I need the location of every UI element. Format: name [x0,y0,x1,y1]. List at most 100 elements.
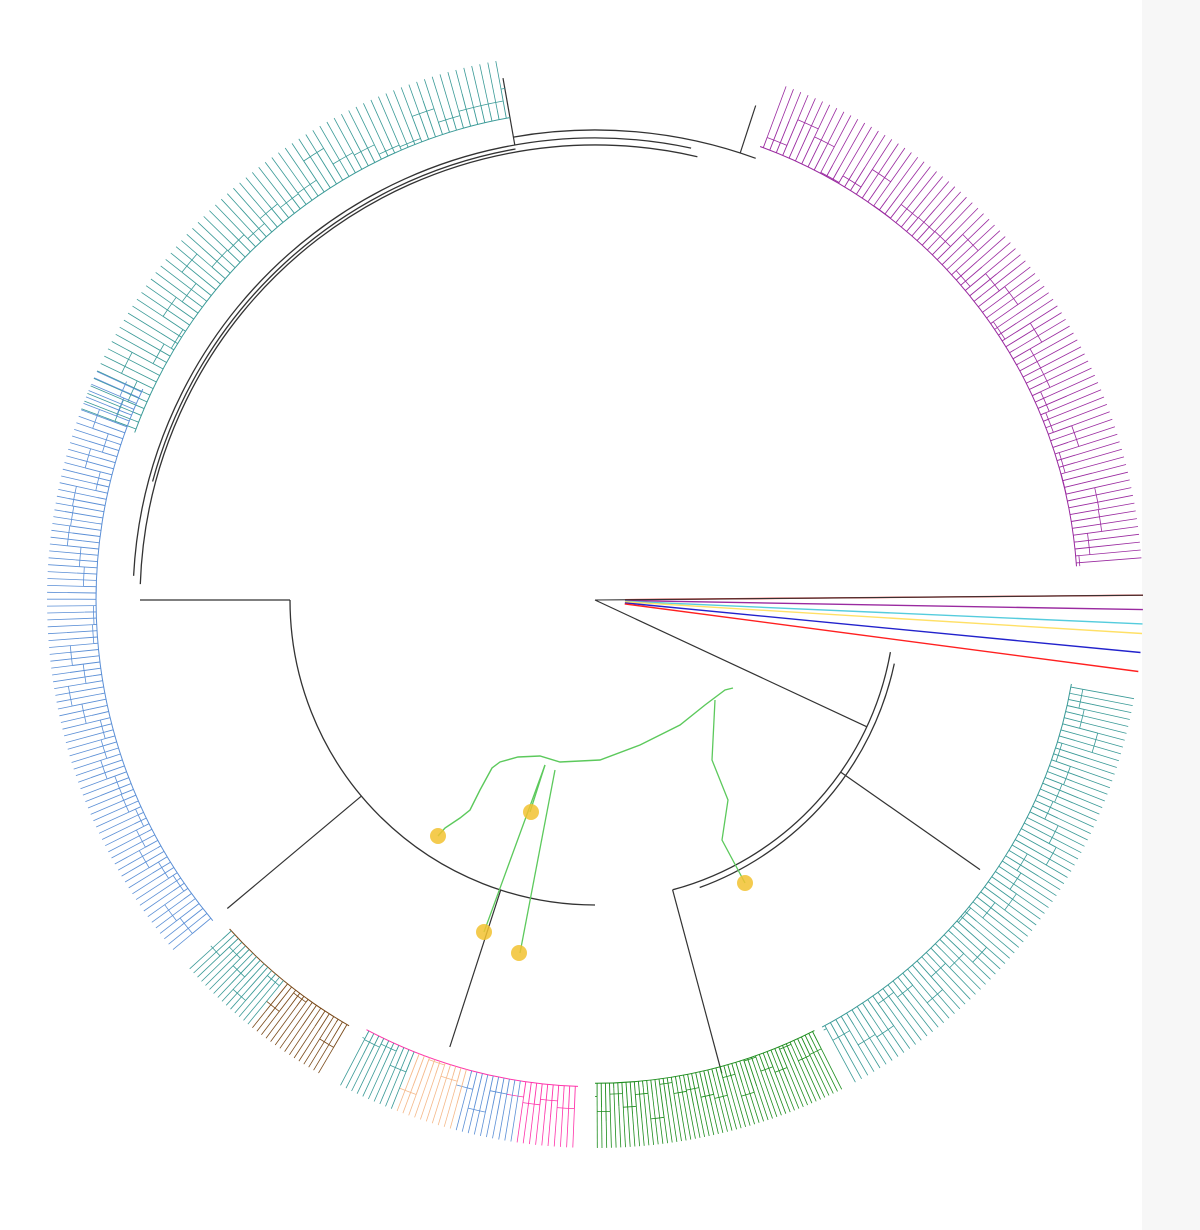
tip-branch [793,1041,821,1100]
tip-branch [132,877,158,895]
tip-branch [312,130,334,165]
tip-branch [884,1001,916,1045]
branch [247,238,256,248]
tip-branch [1080,487,1132,499]
sub-arc [72,486,77,507]
branch [134,817,147,825]
branch [196,302,203,308]
tip-branch [91,383,121,397]
tip-branch [373,1050,397,1102]
tip-branch [547,1117,551,1147]
branch [1023,822,1044,834]
branch [251,952,254,954]
branch [429,1059,436,1073]
sub-arc [1079,709,1085,729]
sub-arc [84,448,91,469]
tip-branch [455,1074,472,1131]
branch [884,195,900,215]
tip-branch [48,637,80,641]
branch [762,137,768,148]
branch [422,100,436,138]
branch [231,956,257,984]
tip-branch [995,292,1049,330]
tip-branch [105,826,144,847]
tip-branch [447,71,460,112]
branch [458,111,464,129]
tip-branch [245,177,270,206]
branch [90,765,125,779]
tip-branch [471,65,482,106]
branch [143,823,150,827]
tip-branch [947,224,995,270]
tip-branch [247,985,280,1025]
branch [1040,412,1046,416]
tip-branch [842,126,872,177]
branch [941,256,951,266]
branch [557,1085,560,1101]
tip-branch [370,99,388,137]
tip-branch [136,298,164,317]
tip-branch [739,1062,760,1123]
branch [758,1054,766,1070]
branch [181,271,212,296]
branch [278,989,297,1012]
tip-branch [47,611,85,614]
tip-branch [71,435,89,442]
branch [1073,532,1088,536]
branch [156,867,175,879]
tip-branch [54,683,87,689]
sub-arc [609,1093,623,1095]
tip-branch [1000,898,1037,926]
branch [447,1064,451,1075]
branch [1019,365,1030,372]
branch [808,1033,814,1043]
sub-arc [399,138,421,148]
clade-branches [46,61,1142,1149]
branch [104,418,128,428]
branch [687,1074,695,1106]
branch [1057,741,1063,744]
branch [925,952,936,962]
sub-arc [1029,348,1041,369]
tip-branch [949,218,990,258]
tip-branch [893,992,928,1037]
tip-branch [934,961,971,1000]
tip-branch [925,980,955,1014]
branch [100,692,105,695]
branch [1055,747,1090,760]
tip-branch [74,429,115,443]
tip-branch [111,341,154,364]
backbone-main-arc [139,144,698,585]
node-marker-2 [523,804,539,820]
tip-branch [880,1019,905,1053]
tip-branch [926,176,944,197]
branch [96,759,123,769]
branch [151,834,156,837]
tip-branch [1068,426,1116,443]
sub-arc [766,137,788,146]
branch [931,231,955,256]
branch [411,116,423,143]
tip-branch [1004,266,1031,287]
branch [956,260,978,281]
sub-arc [1078,689,1084,709]
tip-branch [363,103,385,149]
tip-branch [1072,780,1108,795]
tip-branch [495,61,502,90]
tip-branch [48,557,76,561]
tip-branch [58,489,98,498]
branch [674,1076,678,1085]
branch [343,168,350,177]
sub-arc [897,984,913,998]
sub-arc [1055,743,1063,762]
backbone-stem-lowerleft [226,795,362,909]
branch [69,667,101,673]
branch [1050,439,1055,442]
sub-arc [127,380,138,402]
branch [64,511,103,519]
branch [527,1082,532,1107]
sub-arc [1078,555,1081,567]
tip-branch [1094,479,1130,489]
tip-branch [1082,518,1137,528]
branch [998,322,1017,336]
